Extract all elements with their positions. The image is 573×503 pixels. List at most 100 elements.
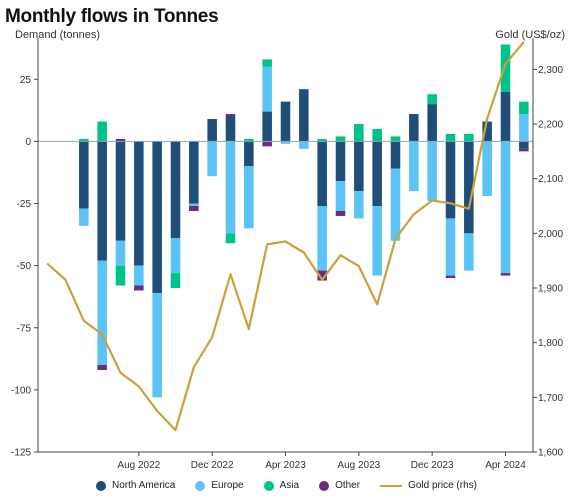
y-axis-label-left: Demand (tonnes) xyxy=(15,29,100,41)
bar-north-america xyxy=(427,104,437,142)
y-tick-label-left: -25 xyxy=(17,199,32,210)
legend-swatch xyxy=(263,480,274,491)
legend-item-other: Other xyxy=(319,480,360,491)
x-tick-label: Dec 2022 xyxy=(191,460,234,471)
bar-other xyxy=(97,365,107,370)
bar-europe xyxy=(244,166,254,229)
bar-north-america xyxy=(335,141,346,182)
bar-asia xyxy=(79,138,89,142)
y-tick-label-left: 25 xyxy=(20,75,32,86)
y-tick-label-left: 0 xyxy=(25,137,31,148)
bar-other xyxy=(445,275,456,279)
bar-asia xyxy=(427,94,437,105)
bar-other xyxy=(134,285,144,291)
bar-europe xyxy=(317,206,327,271)
bar-north-america xyxy=(244,141,254,167)
bar-north-america xyxy=(280,101,291,142)
bar-europe xyxy=(427,141,437,202)
x-tick-label: Apr 2023 xyxy=(265,460,306,471)
bar-north-america xyxy=(207,119,217,142)
bar-north-america xyxy=(317,141,327,206)
bar-europe xyxy=(79,208,89,226)
x-tick-label: Aug 2023 xyxy=(337,460,380,471)
bar-other xyxy=(189,206,199,211)
bar-europe xyxy=(170,238,181,274)
bar-north-america xyxy=(97,141,107,261)
bar-asia xyxy=(335,136,346,142)
bar-asia xyxy=(262,59,272,67)
bar-europe xyxy=(464,233,474,271)
y-tick-label-right: 1,800 xyxy=(538,338,563,349)
bar-north-america xyxy=(299,89,309,142)
bar-asia xyxy=(97,121,107,142)
legend-label: North America xyxy=(112,480,176,491)
bar-asia xyxy=(500,44,511,92)
bar-north-america xyxy=(189,141,199,204)
y-tick-label-right: 1,900 xyxy=(538,284,563,295)
bar-europe xyxy=(372,206,382,276)
chart-plot: 25 0 -25 -50 -75 -100 -125 2,300 2,200 2,100 2,000… xyxy=(11,38,563,471)
bar-asia xyxy=(354,124,364,142)
legend-swatch xyxy=(319,480,330,491)
axes-layer: 25 0 -25 -50 -75 -100 -125 2,300 2,200 2,100 2,000… xyxy=(11,38,563,471)
bar-europe xyxy=(354,191,364,219)
legend-item-gold-price: Gold price (rhs) xyxy=(380,480,477,491)
legend-swatch xyxy=(96,480,106,491)
bar-europe xyxy=(390,168,401,241)
bar-north-america xyxy=(79,141,89,209)
legend-label: Asia xyxy=(279,480,300,491)
y-tick-label-left: -50 xyxy=(17,261,32,272)
bars-layer xyxy=(79,44,529,398)
bar-north-america xyxy=(354,141,364,192)
y-tick-label-left: -75 xyxy=(17,323,32,334)
bar-north-america xyxy=(464,141,474,234)
bar-europe xyxy=(482,141,492,197)
x-tick-label: Apr 2024 xyxy=(485,460,526,471)
y-tick-label-right: 2,100 xyxy=(538,174,563,185)
bar-europe xyxy=(299,141,309,149)
y-tick-label-left: -125 xyxy=(11,448,31,459)
y-tick-label-right: 2,200 xyxy=(538,120,563,131)
bar-asia xyxy=(317,138,327,142)
bar-other xyxy=(519,148,529,152)
y-tick-label-right: 2,300 xyxy=(538,65,563,76)
bar-asia xyxy=(115,265,126,286)
bar-north-america xyxy=(519,141,529,149)
bar-asia xyxy=(170,273,181,288)
bar-north-america xyxy=(390,141,401,169)
bar-europe xyxy=(500,141,511,274)
bar-north-america xyxy=(225,116,236,142)
y-tick-label-right: 2,000 xyxy=(538,229,563,240)
y-axis-label-right: Gold (US$/oz) xyxy=(495,29,565,41)
y-tick-label-right: 1,700 xyxy=(538,393,563,404)
bar-europe xyxy=(280,141,291,144)
bar-north-america xyxy=(115,141,126,241)
bar-other xyxy=(335,210,346,216)
bar-north-america xyxy=(262,111,272,142)
bar-north-america xyxy=(500,91,511,142)
bar-north-america xyxy=(372,141,382,206)
bar-north-america xyxy=(152,141,162,293)
x-tick-label: Dec 2023 xyxy=(411,460,454,471)
bar-europe xyxy=(262,66,272,112)
legend-label: Gold price (rhs) xyxy=(408,480,477,491)
bar-other xyxy=(262,141,272,147)
bar-other xyxy=(500,273,511,276)
y-tick-label-right: 1,600 xyxy=(538,448,563,459)
legend-item-europe: Europe xyxy=(195,480,244,491)
bar-other xyxy=(317,270,327,281)
bar-asia xyxy=(390,136,401,142)
bar-asia xyxy=(519,101,529,115)
bar-europe xyxy=(445,218,456,276)
y-tick-label-left: -100 xyxy=(11,385,31,396)
bar-europe xyxy=(335,181,346,211)
bar-asia xyxy=(225,233,236,244)
legend-item-asia: Asia xyxy=(263,480,300,491)
bar-europe xyxy=(97,260,107,366)
bar-europe xyxy=(207,141,217,177)
bar-asia xyxy=(244,138,254,142)
gold-price-line xyxy=(46,41,525,432)
legend-label: Other xyxy=(335,480,361,491)
bar-europe xyxy=(115,240,126,266)
gold-price-layer xyxy=(46,41,525,432)
